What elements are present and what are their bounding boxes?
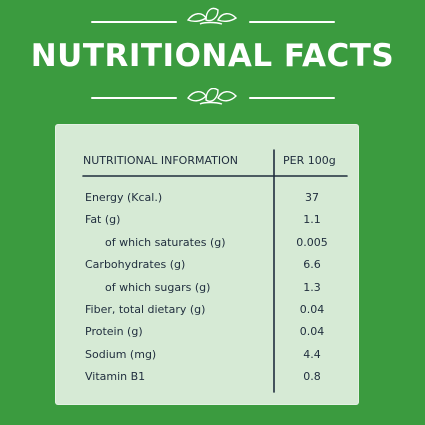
nutrient-value: 0.04 (299, 325, 325, 339)
nutrient-name: of which saturates (g) (105, 235, 226, 249)
header-per-100g: PER 100g (283, 154, 336, 167)
nutrient-value: 0.005 (296, 235, 328, 249)
nutrient-value: 1.1 (303, 213, 321, 227)
table-row: Carbohydrates (g) 6.6 (55, 256, 359, 276)
nutrient-value: 6.6 (303, 258, 321, 272)
nutrient-name: Vitamin B1 (85, 370, 146, 384)
nutrient-name: Fiber, total dietary (g) (85, 303, 206, 316)
header-nutritional-information: NUTRITIONAL INFORMATION (83, 154, 238, 167)
table-header: NUTRITIONAL INFORMATION PER 100g (55, 152, 359, 174)
table-row: Fat (g) 1.1 (55, 211, 359, 231)
nutrient-name: Protein (g) (85, 325, 143, 339)
table-row: Vitamin B1 0.8 (55, 368, 359, 388)
nutrient-value: 0.8 (303, 370, 321, 384)
nutrient-name: of which sugars (g) (105, 280, 211, 294)
table-row: Protein (g) 0.04 (55, 323, 359, 343)
nutrition-table-panel: NUTRITIONAL INFORMATION PER 100g Energy … (55, 124, 359, 405)
table-row: of which saturates (g) 0.005 (55, 234, 359, 254)
table-row: Sodium (mg) 4.4 (55, 346, 359, 366)
table-row: Energy (Kcal.) 37 (55, 189, 359, 209)
leaf-ornament-top-icon (91, 7, 335, 25)
table-row: Fiber, total dietary (g) 0.04 (55, 301, 359, 321)
leaf-ornament-bottom-icon (91, 88, 335, 105)
table-row: of which sugars (g) 1.3 (55, 279, 359, 299)
nutrient-value: 1.3 (303, 280, 321, 294)
nutrient-value: 0.04 (299, 303, 325, 316)
page-title: NUTRITIONAL FACTS (30, 38, 395, 74)
nutrient-value: 4.4 (303, 347, 321, 361)
nutrient-name: Fat (g) (85, 213, 121, 227)
nutrient-name: Energy (Kcal.) (85, 191, 163, 204)
table-lines (82, 149, 348, 393)
nutrient-name: Sodium (mg) (85, 347, 157, 361)
nutrient-value: 37 (305, 191, 319, 204)
nutrient-name: Carbohydrates (g) (85, 258, 186, 272)
